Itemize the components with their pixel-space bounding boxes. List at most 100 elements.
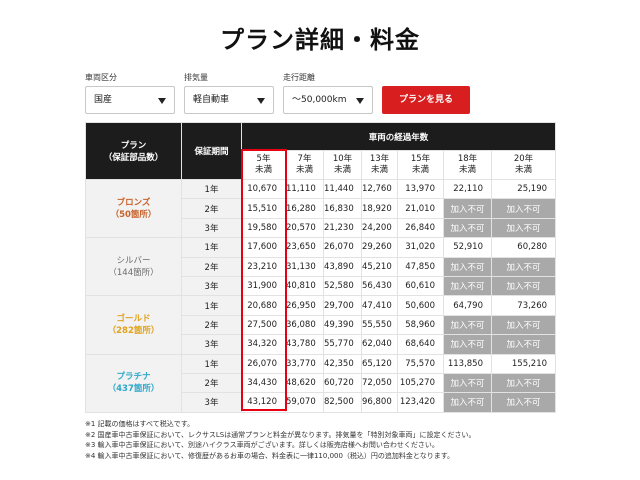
plan-name-cell: プラチナ （437箇所） bbox=[85, 353, 182, 413]
price-cell: 33,770 bbox=[285, 353, 324, 374]
table-row: ゴールド （282箇所） 1年 20,680 26,950 29,700 47,410 50,… bbox=[85, 295, 557, 355]
price-cell: 17,600 bbox=[241, 237, 286, 258]
price-cell: 65,120 bbox=[361, 353, 398, 374]
period-cell: 3年 bbox=[181, 392, 242, 413]
not-available-cell: 加入不可 bbox=[443, 334, 492, 355]
not-available-cell: 加入不可 bbox=[490, 217, 557, 239]
price-cell: 47,850 bbox=[397, 256, 444, 277]
price-cell: 155,210 bbox=[490, 353, 557, 374]
not-available-cell: 加入不可 bbox=[490, 392, 557, 413]
table-row: 3年 43,120 59,070 82,500 96,800 123,420 加入不可 加入不… bbox=[86, 392, 557, 413]
price-cell: 26,070 bbox=[241, 353, 286, 374]
price-cell: 42,350 bbox=[323, 353, 362, 374]
page-title: プラン詳細・料金 bbox=[220, 26, 420, 54]
displacement-label: 排気量 bbox=[184, 73, 208, 82]
plan-name: ゴールド bbox=[116, 313, 151, 324]
price-cell: 43,890 bbox=[323, 256, 362, 277]
not-available-cell: 加入不可 bbox=[490, 314, 557, 336]
mileage-select[interactable]: ～50,000km bbox=[283, 86, 373, 114]
price-cell: 48,620 bbox=[285, 372, 324, 394]
price-cell: 56,430 bbox=[361, 275, 398, 297]
table-row: シルバー （144箇所） 1年 17,600 23,650 26,070 29,260 31,… bbox=[85, 237, 557, 297]
price-cell: 26,840 bbox=[397, 217, 444, 239]
price-cell: 123,420 bbox=[397, 392, 444, 413]
price-cell: 18,920 bbox=[361, 198, 398, 219]
plan-parts-count: （50箇所） bbox=[110, 209, 157, 220]
year-header-line2: 未満 bbox=[458, 165, 476, 175]
price-cell: 34,430 bbox=[241, 372, 286, 394]
price-cell: 19,580 bbox=[241, 217, 286, 239]
period-cell: 3年 bbox=[181, 217, 242, 239]
year-header-line2: 未満 bbox=[411, 165, 429, 175]
price-cell: 27,500 bbox=[241, 314, 286, 336]
year-header-line1: 5年 bbox=[256, 154, 271, 164]
year-header-line2: 未満 bbox=[254, 165, 272, 175]
vehicle-class-select[interactable]: 国産 bbox=[85, 86, 175, 114]
show-plan-button[interactable]: プランを見る bbox=[382, 86, 470, 114]
mileage-value: ～50,000km bbox=[292, 95, 347, 105]
price-cell: 40,810 bbox=[285, 275, 324, 297]
price-cell: 31,020 bbox=[397, 237, 444, 258]
year-header-line1: 10年 bbox=[332, 154, 353, 164]
year-header: 15年 未満 bbox=[397, 150, 444, 180]
year-header-line2: 未満 bbox=[333, 165, 351, 175]
year-header: 5年 未満 bbox=[241, 150, 286, 180]
price-cell: 50,600 bbox=[397, 295, 444, 316]
price-cell: 47,410 bbox=[361, 295, 398, 316]
price-cell: 21,010 bbox=[397, 198, 444, 219]
period-cell: 2年 bbox=[181, 372, 242, 394]
period-cell: 2年 bbox=[181, 198, 242, 219]
year-header: 18年 未満 bbox=[443, 150, 492, 180]
price-cell: 113,850 bbox=[443, 353, 492, 374]
price-cell: 29,700 bbox=[323, 295, 362, 316]
price-cell: 11,440 bbox=[323, 178, 362, 200]
price-cell: 16,830 bbox=[323, 198, 362, 219]
period-cell: 2年 bbox=[181, 314, 242, 336]
table-row: 2年 27,500 36,080 49,390 55,550 58,960 加入不可 加入不可 bbox=[86, 314, 557, 336]
not-available-cell: 加入不可 bbox=[443, 256, 492, 277]
period-cell: 3年 bbox=[181, 334, 242, 355]
year-header-line1: 15年 bbox=[410, 154, 431, 164]
year-header-line1: 20年 bbox=[513, 154, 534, 164]
price-cell: 62,040 bbox=[361, 334, 398, 355]
price-cell: 49,390 bbox=[323, 314, 362, 336]
price-cell: 11,110 bbox=[285, 178, 324, 200]
table-row: 3年 19,580 20,570 21,230 24,200 26,840 加入不可 加入不可 bbox=[86, 217, 557, 239]
year-header-line1: 13年 bbox=[369, 154, 390, 164]
price-cell: 59,070 bbox=[285, 392, 324, 413]
table-row: プラチナ （437箇所） 1年 26,070 33,770 42,350 65,120 75,… bbox=[85, 353, 557, 413]
not-available-cell: 加入不可 bbox=[443, 198, 492, 219]
table-row: 2年 15,510 16,280 16,830 18,920 21,010 加入不可 加入不可 bbox=[86, 198, 557, 219]
footnote: ※4 輸入車中古車保証において、修復歴があるお車の場合、料金表に一律110,00… bbox=[85, 451, 455, 460]
price-cell: 75,570 bbox=[397, 353, 444, 374]
price-cell: 26,070 bbox=[323, 237, 362, 258]
year-header-line1: 7年 bbox=[297, 154, 312, 164]
header-plan-line1: プラン bbox=[120, 141, 147, 151]
plan-parts-count: （144箇所） bbox=[108, 267, 159, 278]
mileage-filter: 走行距離 ～50,000km bbox=[283, 72, 373, 114]
price-cell: 73,260 bbox=[490, 295, 557, 316]
not-available-cell: 加入不可 bbox=[490, 372, 557, 394]
mileage-label: 走行距離 bbox=[283, 73, 315, 82]
year-header: 7年 未満 bbox=[285, 150, 324, 180]
price-cell: 31,130 bbox=[285, 256, 324, 277]
displacement-filter: 排気量 軽自動車 bbox=[184, 72, 274, 114]
price-cell: 36,080 bbox=[285, 314, 324, 336]
price-cell: 34,320 bbox=[241, 334, 286, 355]
price-cell: 60,720 bbox=[323, 372, 362, 394]
price-cell: 24,200 bbox=[361, 217, 398, 239]
displacement-select[interactable]: 軽自動車 bbox=[184, 86, 274, 114]
year-header-line2: 未満 bbox=[295, 165, 313, 175]
price-cell: 52,580 bbox=[323, 275, 362, 297]
price-cell: 31,900 bbox=[241, 275, 286, 297]
price-cell: 60,610 bbox=[397, 275, 444, 297]
displacement-value: 軽自動車 bbox=[193, 95, 230, 105]
price-cell: 68,640 bbox=[397, 334, 444, 355]
year-header-line2: 未満 bbox=[370, 165, 388, 175]
price-cell: 25,190 bbox=[490, 178, 557, 200]
year-header-line1: 18年 bbox=[457, 154, 478, 164]
price-cell: 12,760 bbox=[361, 178, 398, 200]
plan-name: ブロンズ bbox=[116, 197, 151, 208]
price-cell: 82,500 bbox=[323, 392, 362, 413]
footnote: ※1 記載の価格はすべて税込です。 bbox=[85, 420, 195, 428]
